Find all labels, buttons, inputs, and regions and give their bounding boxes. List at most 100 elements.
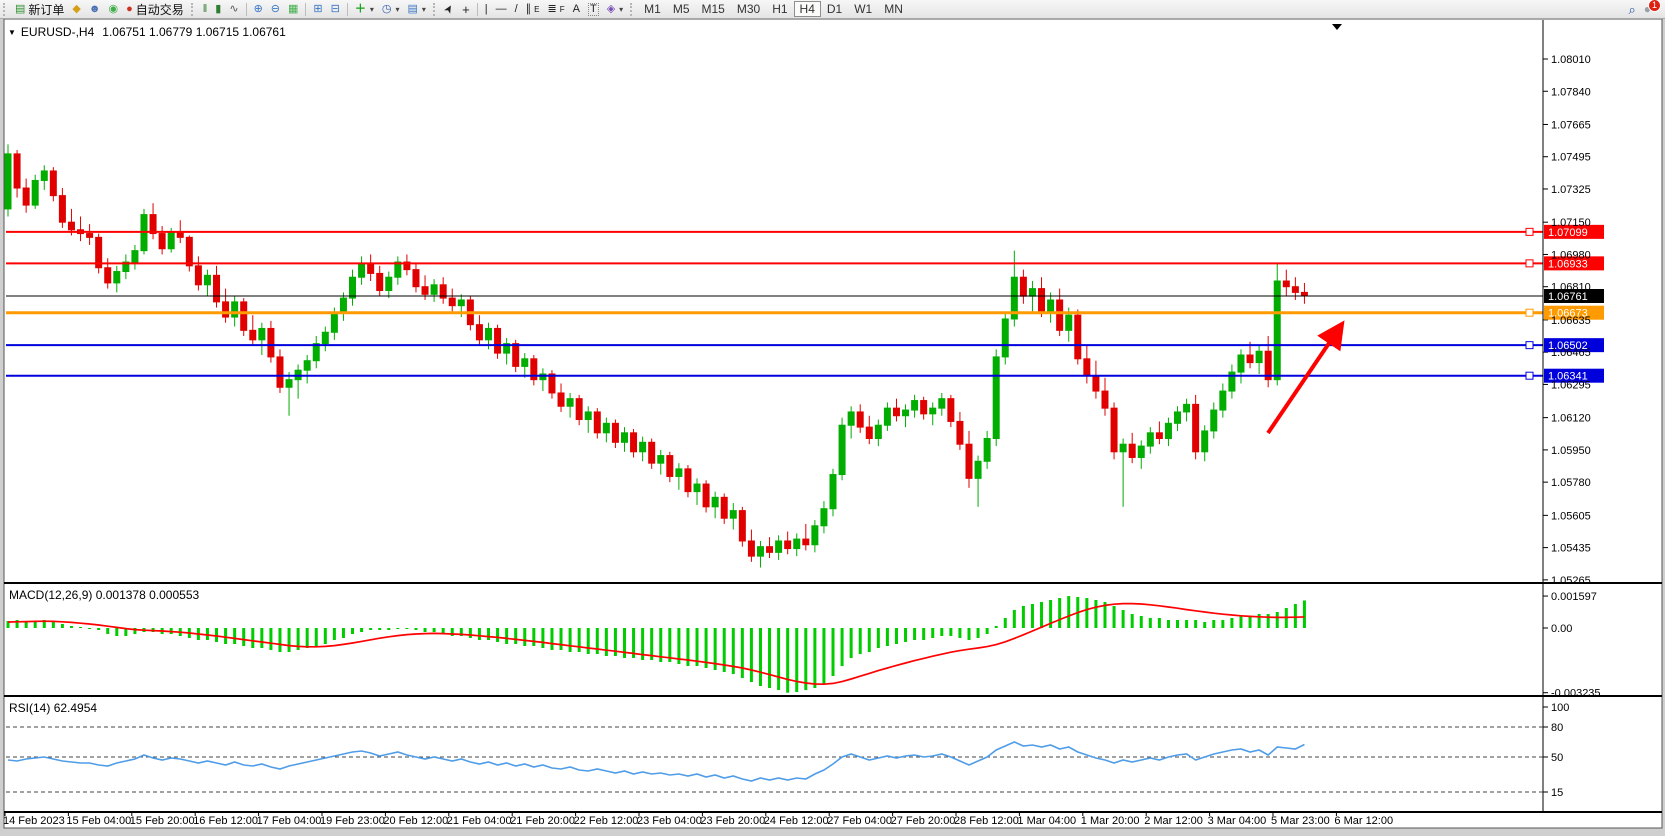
add-indicator-button[interactable]: ＋ ▾ — [351, 1, 378, 17]
line-chart-icon: ∿ — [229, 2, 239, 15]
macd-histogram-bar — [24, 622, 28, 628]
zoom-in-button[interactable]: ⊕ — [250, 1, 267, 17]
trendline-button[interactable]: / — [511, 1, 522, 17]
macd-histogram-bar — [695, 628, 699, 666]
hline-price-badge — [1544, 368, 1604, 383]
hline-price-badge — [1544, 224, 1604, 239]
toolbar-grip[interactable] — [630, 2, 635, 16]
hline-handle[interactable] — [1525, 341, 1534, 350]
fibonacci-button[interactable]: ≣ F — [544, 1, 569, 17]
template-button[interactable]: ▤ ▾ — [404, 1, 430, 17]
period-clock-button[interactable]: ◷ ▾ — [378, 1, 404, 17]
macd-histogram-bar — [1203, 622, 1207, 628]
trendline-icon: / — [514, 2, 518, 15]
vertical-line-button[interactable]: | — [481, 1, 492, 17]
autotrading-button[interactable]: ● 自动交易 — [122, 1, 188, 17]
new-order-icon: ▤ — [15, 2, 26, 15]
price-tick-label: 1.07325 — [1551, 184, 1591, 196]
time-axis[interactable] — [4, 812, 1337, 816]
macd-histogram-bar — [1293, 604, 1297, 628]
new-order-button[interactable]: ▤ 新订单 — [11, 1, 68, 17]
rsi-tick-label: 80 — [1551, 722, 1563, 734]
chart-styles-button[interactable]: ◆ — [68, 1, 84, 17]
macd-histogram-bar — [79, 627, 83, 628]
toolbar-grip[interactable] — [190, 2, 196, 16]
timeframe-m1-button[interactable]: M1 — [638, 1, 667, 17]
macd-histogram-bar — [215, 628, 219, 642]
macd-histogram-bar — [1266, 614, 1270, 628]
horizontal-line-button[interactable]: ― — [492, 1, 511, 17]
text-button[interactable]: A — [569, 1, 584, 17]
time-tick-label: 27 Feb 04:00 — [827, 815, 892, 827]
timeframe-m5-button[interactable]: M5 — [667, 1, 696, 17]
timeframe-d1-button[interactable]: D1 — [821, 1, 848, 17]
bar-chart-button[interactable]: ǁ — [199, 1, 212, 17]
timeframe-h4-button[interactable]: H4 — [793, 1, 821, 17]
one-click-collapse-icon[interactable]: ▼ — [8, 28, 16, 37]
macd-histogram-bar — [704, 628, 708, 668]
macd-histogram-bar — [1030, 604, 1034, 628]
text-icon: A — [572, 2, 580, 15]
candlestick-chart-button[interactable]: ▮ — [211, 1, 225, 17]
add-indicator-icon: ＋ — [354, 2, 366, 15]
indicator-subwindow-icon: ⊟ — [330, 2, 340, 15]
hline-handle[interactable] — [1525, 259, 1534, 268]
macd-histogram-bar — [849, 628, 853, 658]
indicator-window-button[interactable]: ⊞ — [309, 1, 326, 17]
price-axis[interactable] — [1543, 58, 1604, 581]
macd-histogram-bar — [505, 628, 509, 644]
macd-panel — [6, 595, 1548, 694]
toolbar-grip[interactable] — [3, 2, 8, 16]
macd-histogram-bar — [541, 628, 545, 648]
hline-price-badge-label: 1.06761 — [1548, 291, 1588, 303]
zoom-out-button[interactable]: ⊖ — [267, 1, 284, 17]
hline-handle[interactable] — [1525, 227, 1534, 236]
rsi-line — [7, 741, 1305, 782]
hline-handle[interactable] — [1525, 371, 1534, 380]
chart-background — [3, 19, 1663, 829]
macd-histogram-bar — [876, 628, 880, 648]
profile-button[interactable]: ☻ — [85, 1, 105, 17]
toolbar-grip[interactable] — [432, 2, 438, 16]
macd-histogram-bar — [251, 628, 255, 648]
shapes-button[interactable]: ◈ ▾ — [603, 1, 627, 17]
timeframe-w1-button[interactable]: W1 — [848, 1, 878, 17]
crosshair-button[interactable]: + — [458, 1, 474, 17]
macd-histogram-bar — [1040, 602, 1044, 628]
macd-name: MACD(12,26,9) — [9, 588, 93, 602]
chart-canvas[interactable]: 1.08010 1.07840 1.07665 1.07495 1.07325 1.071… — [0, 19, 1665, 836]
timeframe-m15-button[interactable]: M15 — [696, 1, 731, 17]
text-label-icon: T — [587, 2, 599, 16]
timeframe-m30-button[interactable]: M30 — [731, 1, 766, 17]
macd-histogram-bar — [1012, 610, 1016, 628]
notifications-button[interactable]: ● 1 — [1640, 0, 1661, 17]
indicator-subwindow-button[interactable]: ⊟ — [327, 1, 344, 17]
hline-price-badge-label: 1.06933 — [1548, 258, 1588, 270]
horizontal-price-lines[interactable] — [6, 227, 1543, 380]
trend-arrow-annotation[interactable] — [1266, 320, 1345, 435]
macd-histogram-bar — [758, 628, 762, 686]
profile-icon: ☻ — [88, 2, 101, 15]
macd-histogram-bar — [323, 628, 327, 644]
text-label-button[interactable]: T — [584, 1, 603, 17]
macd-histogram-bar — [33, 621, 37, 628]
macd-histogram-bar — [804, 628, 808, 690]
macd-histogram-bar — [242, 628, 246, 646]
tile-windows-button[interactable]: ▦ — [284, 1, 302, 17]
line-chart-button[interactable]: ∿ — [225, 1, 242, 17]
macd-histogram-bar — [559, 628, 563, 650]
current-price-badge — [1544, 289, 1604, 304]
channel-button[interactable]: ∥ E — [522, 1, 544, 17]
macd-histogram-bar — [740, 628, 744, 678]
search-button[interactable]: ⌕ — [1624, 1, 1639, 17]
cursor-button[interactable]: ➤ — [441, 1, 458, 17]
signals-button[interactable]: ◉ — [104, 1, 122, 17]
macd-histogram-bar — [786, 628, 790, 693]
macd-histogram-bar — [577, 628, 581, 652]
macd-histogram-bar — [332, 628, 336, 640]
timeframe-mn-button[interactable]: MN — [878, 1, 909, 17]
hline-handle[interactable] — [1525, 308, 1534, 317]
macd-histogram-bar — [486, 628, 490, 640]
styles-icon: ◆ — [72, 2, 81, 15]
timeframe-h1-button[interactable]: H1 — [766, 1, 793, 17]
